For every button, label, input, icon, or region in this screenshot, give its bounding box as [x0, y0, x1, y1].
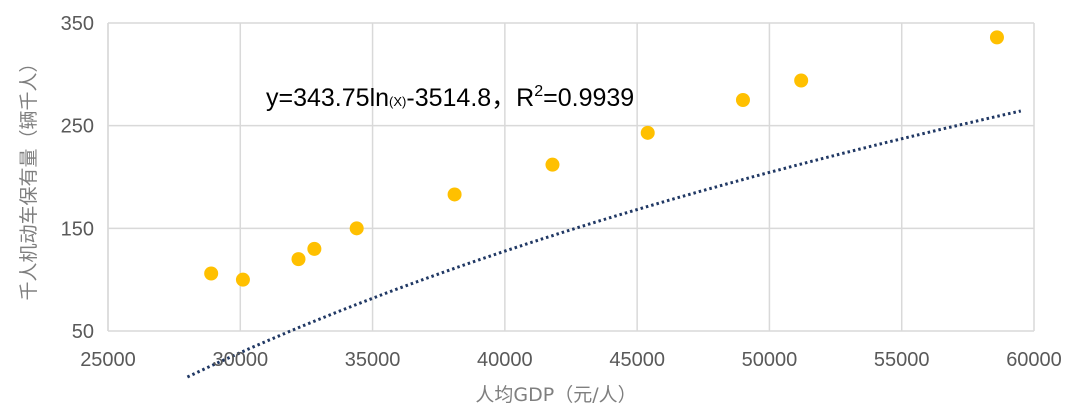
x-tick-label: 50000 — [742, 349, 798, 371]
y-tick-label: 50 — [72, 321, 94, 343]
data-point — [447, 187, 462, 202]
x-tick-label: 30000 — [212, 349, 268, 371]
data-point — [204, 266, 219, 281]
trendline-layer — [186, 109, 1022, 379]
y-tick-label: 250 — [61, 116, 94, 138]
y-tick-label: 350 — [61, 13, 94, 35]
y-tick-label: 150 — [61, 218, 94, 240]
tick-labels: 25000 30000 35000 40000 45000 50000 55000 60000… — [61, 13, 1062, 371]
data-point — [545, 157, 560, 172]
y-axis-label: 千人机动车保有量（辆千人） — [18, 53, 40, 300]
data-point — [794, 73, 809, 88]
data-point — [291, 252, 306, 267]
x-axis-label: 人均GDP（元/人） — [475, 384, 636, 406]
x-tick-label: 25000 — [80, 349, 136, 371]
grid — [107, 22, 1035, 332]
x-tick-label: 45000 — [609, 349, 665, 371]
trendline-equation: y=343.75ln(X)-3514.8，R2=0.9939 — [266, 83, 634, 112]
trendline — [186, 109, 1022, 379]
data-point — [307, 241, 322, 256]
data-point — [735, 93, 750, 107]
x-tick-label: 35000 — [345, 349, 401, 371]
data-points — [204, 30, 1004, 287]
x-tick-label: 60000 — [1006, 349, 1062, 371]
data-point — [235, 272, 250, 287]
x-tick-label: 40000 — [477, 349, 533, 371]
data-point — [349, 221, 364, 236]
data-point — [989, 30, 1004, 45]
x-tick-label: 55000 — [874, 349, 930, 371]
data-point — [640, 125, 655, 140]
